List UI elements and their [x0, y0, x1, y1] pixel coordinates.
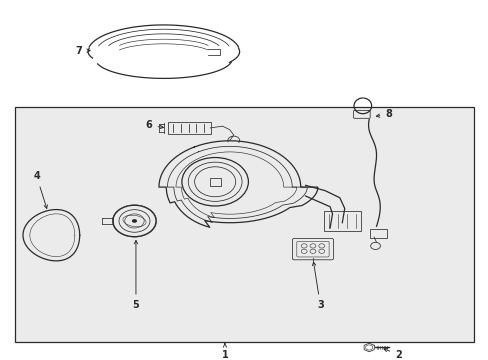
Text: 4: 4: [33, 171, 47, 208]
Bar: [209, 178, 220, 186]
Text: 8: 8: [376, 109, 391, 119]
Text: 5: 5: [132, 240, 139, 310]
Text: 6: 6: [145, 121, 163, 130]
Text: 1: 1: [221, 344, 228, 360]
Bar: [15, 107, 473, 342]
Text: 2: 2: [383, 348, 401, 360]
Text: 3: 3: [312, 262, 323, 310]
Text: 7: 7: [76, 46, 90, 55]
Circle shape: [132, 219, 137, 223]
